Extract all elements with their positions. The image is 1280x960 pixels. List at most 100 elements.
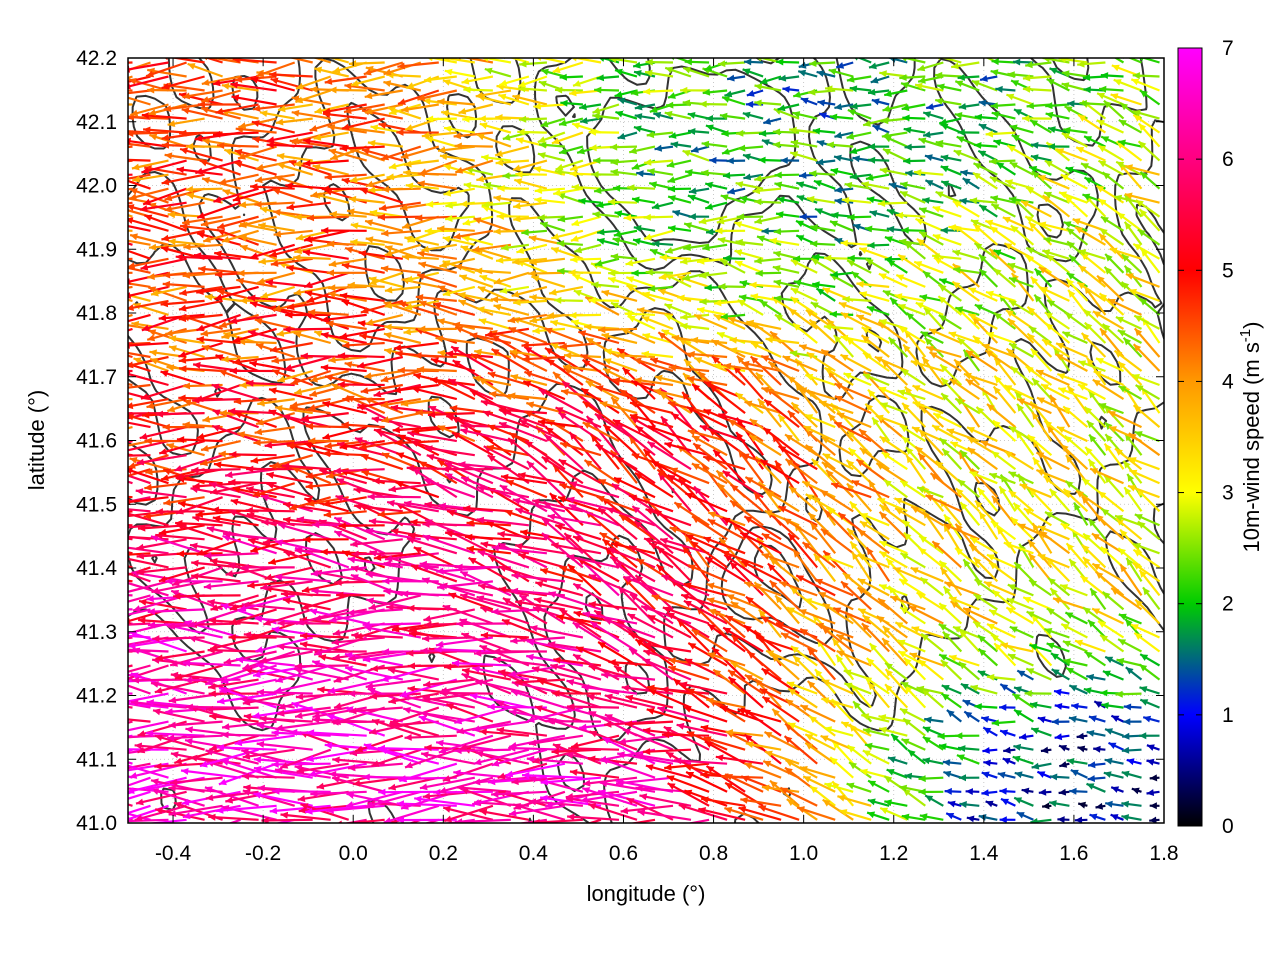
wind-arrow-shaft [199, 159, 241, 176]
wind-arrow-shaft [193, 254, 241, 260]
wind-arrow-head [153, 708, 161, 716]
wind-arrow-head [337, 820, 342, 823]
wind-arrow [204, 786, 259, 807]
wind-arrow-head [143, 198, 152, 206]
wind-arrow-head [170, 660, 178, 667]
wind-arrow [182, 271, 223, 279]
wind-arrow [128, 229, 133, 232]
wind-arrow-head [208, 617, 217, 625]
wind-arrow-shaft [280, 592, 331, 597]
wind-arrow [128, 299, 169, 311]
wind-arrow-head [354, 826, 362, 833]
wind-arrow-shaft [245, 509, 295, 513]
wind-arrow-shaft [128, 412, 133, 415]
wind-arrow-head [101, 526, 109, 533]
wind-arrow-shaft [223, 650, 277, 664]
wind-arrow-head [444, 663, 452, 671]
wind-arrow-shaft [128, 776, 151, 787]
wind-arrow-shaft [215, 103, 259, 114]
wind-arrow-head [215, 108, 224, 115]
wind-arrow [167, 117, 205, 127]
wind-arrow [215, 103, 259, 115]
wind-arrow-shaft [128, 692, 169, 703]
wind-arrow [128, 239, 151, 246]
wind-arrow [221, 720, 277, 731]
wind-arrow-head [168, 238, 176, 246]
wind-arrow-head [201, 96, 210, 103]
wind-arrow-shaft [209, 714, 259, 723]
wind-arrow-head [113, 734, 120, 741]
wind-arrow-head [147, 273, 155, 280]
wind-arrow-head [196, 336, 204, 343]
wind-arrow-shaft [222, 532, 277, 541]
wind-arrow-head [167, 405, 176, 413]
wind-arrow-shaft [128, 790, 151, 800]
wind-arrow-shaft [128, 298, 133, 302]
wind-arrow-head [216, 806, 224, 814]
wind-arrow-shaft [128, 271, 169, 284]
wind-arrow-head [174, 801, 182, 809]
wind-arrow-shaft [216, 215, 259, 229]
wind-arrow-head [234, 411, 243, 419]
wind-arrow-head [204, 552, 212, 559]
wind-arrow-head [159, 448, 168, 455]
wind-arrow-shaft [141, 159, 187, 174]
wind-arrow-head [167, 211, 176, 219]
wind-arrow-shaft [175, 496, 223, 515]
wind-arrow-head [128, 137, 131, 145]
wind-arrow [443, 125, 475, 134]
wind-arrow [128, 354, 133, 359]
wind-arrow-head [217, 142, 225, 149]
wind-arrow [216, 744, 277, 752]
wind-arrow [138, 617, 187, 625]
wind-arrow-shaft [196, 538, 241, 556]
wind-arrow-head [169, 345, 177, 352]
wind-arrow-head [75, 605, 82, 612]
wind-arrow [131, 676, 187, 684]
wind-arrow-shaft [128, 341, 133, 345]
wind-arrow-head [203, 583, 212, 590]
wind-arrow [175, 519, 223, 527]
wind-arrow-head [372, 477, 380, 485]
wind-arrow-head [205, 678, 214, 686]
wind-arrow-head [185, 726, 193, 734]
wind-arrow [168, 238, 205, 246]
wind-arrow [164, 187, 205, 202]
wind-arrow-shaft [179, 131, 223, 135]
wind-arrow-shaft [187, 608, 241, 628]
wind-arrow-head [169, 778, 178, 786]
wind-arrow-head [131, 320, 140, 328]
wind-arrow [164, 201, 205, 213]
wind-arrow [128, 285, 133, 289]
wind-arrow [168, 335, 205, 345]
wind-arrow-head [196, 433, 205, 440]
wind-arrow-head [83, 672, 91, 679]
wind-arrow-shaft [362, 622, 421, 626]
wind-arrow-shaft [128, 524, 151, 529]
wind-arrow-head [128, 304, 134, 311]
wind-arrow-head [161, 234, 170, 242]
wind-arrow [397, 89, 440, 105]
wind-arrow [618, 734, 674, 745]
wind-arrow [416, 273, 458, 288]
wind-arrow-shaft [190, 574, 241, 583]
wind-arrow [160, 370, 205, 387]
wind-arrow [204, 552, 259, 559]
wind-arrow-head [158, 575, 167, 583]
wind-arrow-shaft [272, 790, 331, 793]
wind-arrow-shaft [211, 424, 259, 443]
wind-arrow-head [96, 647, 103, 654]
wind-arrow [128, 790, 151, 800]
wind-arrow-head [182, 812, 191, 820]
wind-arrow-shaft [175, 521, 223, 527]
wind-arrow [162, 423, 205, 431]
wind-arrow [139, 426, 187, 440]
wind-arrow-head [168, 335, 177, 342]
wind-arrow [454, 818, 511, 823]
wind-arrow-head [570, 235, 579, 242]
wind-arrow-head [129, 457, 138, 464]
wind-arrow-shaft [511, 574, 566, 583]
wind-arrow [128, 249, 151, 260]
wind-arrow-head [260, 292, 269, 299]
wind-arrow-head [407, 662, 415, 670]
